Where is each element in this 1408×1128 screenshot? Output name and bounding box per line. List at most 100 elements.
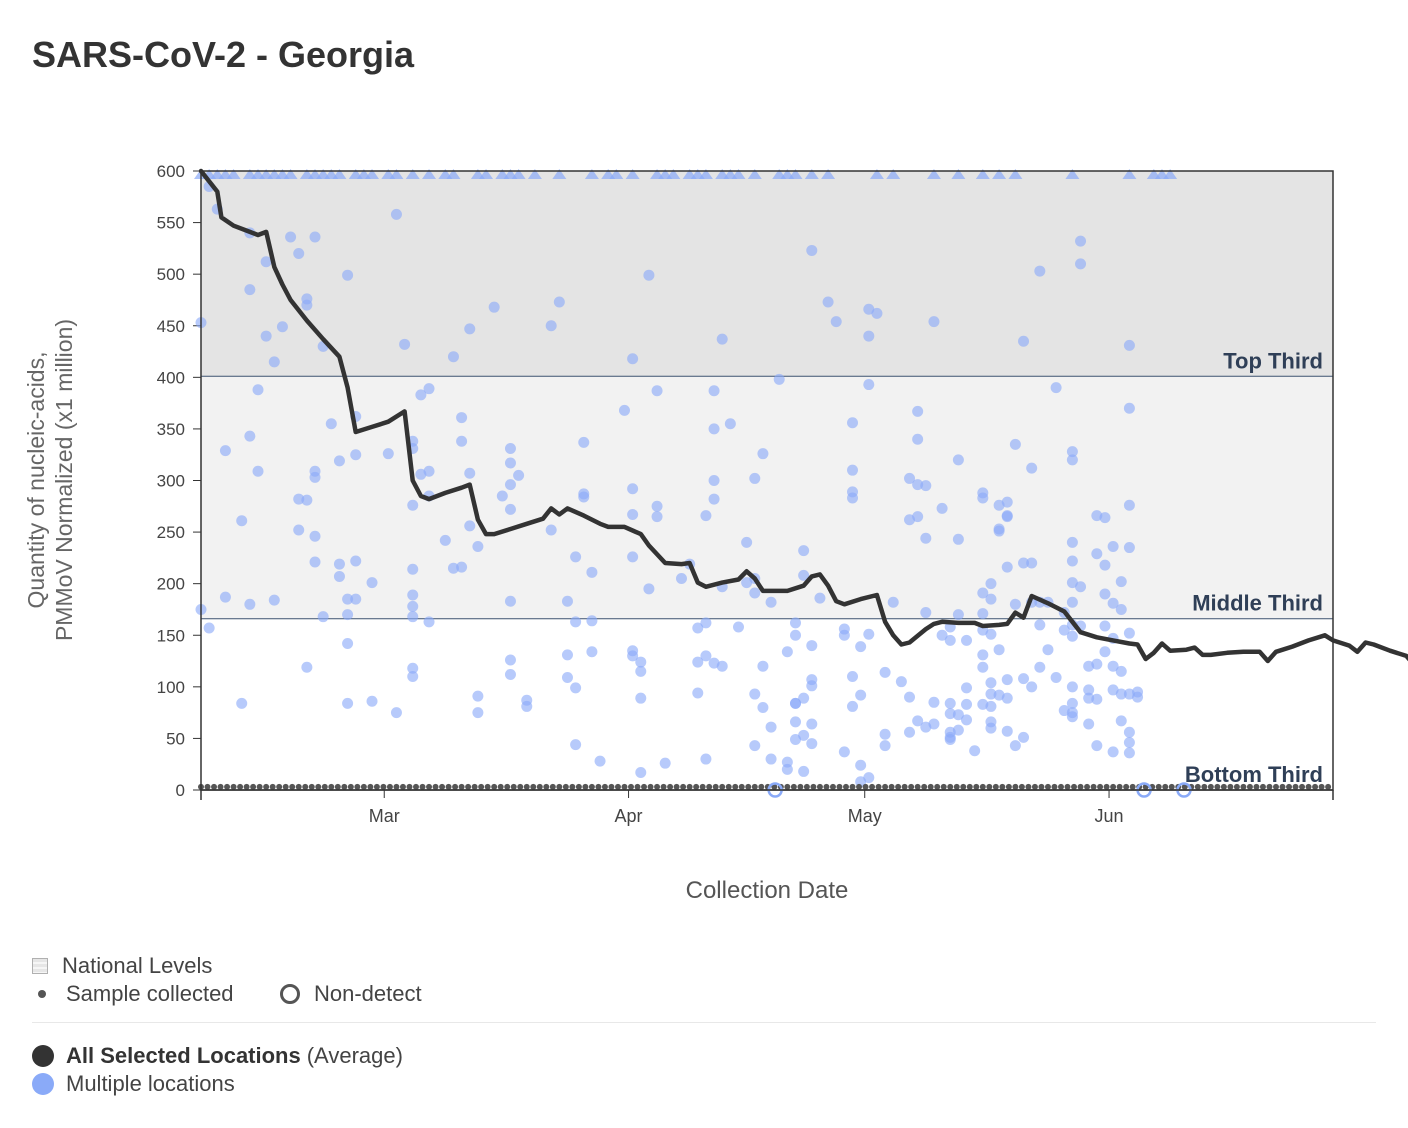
location-point bbox=[570, 616, 582, 628]
location-point bbox=[749, 472, 761, 484]
sample-dot bbox=[243, 783, 250, 790]
location-point bbox=[219, 591, 231, 603]
sample-dot bbox=[908, 783, 915, 790]
location-point bbox=[708, 385, 720, 397]
location-point bbox=[342, 609, 354, 621]
location-point bbox=[651, 511, 663, 523]
sample-dot bbox=[530, 783, 537, 790]
location-point bbox=[977, 492, 989, 504]
location-point bbox=[1050, 672, 1062, 684]
sample-dot bbox=[386, 783, 393, 790]
location-point bbox=[757, 701, 769, 713]
overflow-triangle bbox=[951, 169, 966, 179]
sample-dot bbox=[1272, 783, 1279, 790]
location-point bbox=[1066, 454, 1078, 466]
location-point bbox=[309, 556, 321, 568]
sample-dot bbox=[1299, 783, 1306, 790]
location-point bbox=[700, 753, 712, 765]
sample-dot bbox=[1259, 783, 1266, 790]
location-point bbox=[790, 697, 802, 709]
sample-dot bbox=[1005, 783, 1012, 790]
sample-dot bbox=[393, 783, 400, 790]
sample-dot bbox=[869, 783, 876, 790]
y-tick-label: 50 bbox=[166, 729, 185, 748]
sample-dot bbox=[641, 783, 648, 790]
location-point bbox=[781, 763, 793, 775]
location-point bbox=[423, 383, 435, 395]
sample-dot bbox=[601, 783, 608, 790]
location-point bbox=[342, 593, 354, 605]
location-point bbox=[309, 530, 321, 542]
location-point bbox=[920, 532, 932, 544]
location-point bbox=[1115, 665, 1127, 677]
sample-dot bbox=[302, 783, 309, 790]
location-point bbox=[1034, 619, 1046, 631]
location-point bbox=[236, 515, 248, 527]
sample-dot bbox=[341, 783, 348, 790]
location-point bbox=[700, 617, 712, 629]
location-point bbox=[1123, 627, 1135, 639]
sample-dot bbox=[699, 783, 706, 790]
legend-item-sample-collected[interactable]: Sample collected bbox=[34, 981, 234, 1007]
location-point bbox=[252, 465, 264, 477]
location-point bbox=[1066, 555, 1078, 567]
overflow-triangle bbox=[788, 169, 803, 179]
location-point bbox=[456, 412, 468, 424]
legend-label-multiple-locations: Multiple locations bbox=[66, 1071, 235, 1096]
location-point bbox=[863, 330, 875, 342]
y-tick-label: 600 bbox=[157, 162, 185, 181]
sample-dot bbox=[1194, 783, 1201, 790]
location-point bbox=[390, 707, 402, 719]
legend-item-multiple-locations[interactable]: Multiple locations bbox=[32, 1071, 235, 1097]
location-point bbox=[1001, 511, 1013, 523]
sample-dot bbox=[1103, 783, 1110, 790]
location-point bbox=[977, 661, 989, 673]
sample-dot bbox=[295, 783, 302, 790]
sample-dot bbox=[523, 783, 530, 790]
location-point bbox=[1123, 499, 1135, 511]
overflow-triangle bbox=[992, 169, 1007, 179]
y-tick-label: 300 bbox=[157, 472, 185, 491]
location-point bbox=[1132, 691, 1144, 703]
sample-dot bbox=[334, 783, 341, 790]
location-point bbox=[806, 640, 818, 652]
sample-dot bbox=[1312, 783, 1319, 790]
legend-item-all-selected[interactable]: All Selected Locations (Average) bbox=[32, 1043, 403, 1069]
sample-dot bbox=[1110, 783, 1117, 790]
location-point bbox=[407, 600, 419, 612]
location-point bbox=[545, 320, 557, 332]
overflow-triangle bbox=[422, 169, 437, 179]
location-point bbox=[545, 524, 557, 536]
sample-dot bbox=[471, 783, 478, 790]
sample-dot bbox=[667, 783, 674, 790]
location-point bbox=[1009, 598, 1021, 610]
location-point bbox=[985, 593, 997, 605]
location-point bbox=[496, 490, 508, 502]
location-point bbox=[1058, 624, 1070, 636]
sample-dot bbox=[1181, 783, 1188, 790]
location-point bbox=[912, 405, 924, 417]
location-point bbox=[1107, 684, 1119, 696]
legend-item-national-levels[interactable]: National Levels bbox=[32, 953, 212, 979]
location-point bbox=[659, 757, 671, 769]
sample-dot bbox=[1038, 783, 1045, 790]
location-point bbox=[635, 766, 647, 778]
location-point bbox=[586, 615, 598, 627]
location-point bbox=[488, 301, 500, 313]
sample-dot bbox=[693, 783, 700, 790]
sample-dot bbox=[751, 783, 758, 790]
location-point bbox=[472, 707, 484, 719]
chart-area[interactable]: Top Third Middle Third Bottom Third 0 50 100 1… bbox=[0, 0, 1408, 940]
location-point bbox=[325, 418, 337, 430]
sample-dot bbox=[660, 783, 667, 790]
sample-dot bbox=[289, 783, 296, 790]
overflow-triangle bbox=[446, 169, 461, 179]
location-point bbox=[1107, 541, 1119, 553]
sample-dot bbox=[367, 783, 374, 790]
legend-item-non-detect[interactable]: Non-detect bbox=[280, 981, 422, 1007]
location-point bbox=[350, 593, 362, 605]
location-point bbox=[1026, 462, 1038, 474]
location-point bbox=[1001, 725, 1013, 737]
x-tick-label: Apr bbox=[615, 806, 643, 826]
sample-dot bbox=[712, 783, 719, 790]
